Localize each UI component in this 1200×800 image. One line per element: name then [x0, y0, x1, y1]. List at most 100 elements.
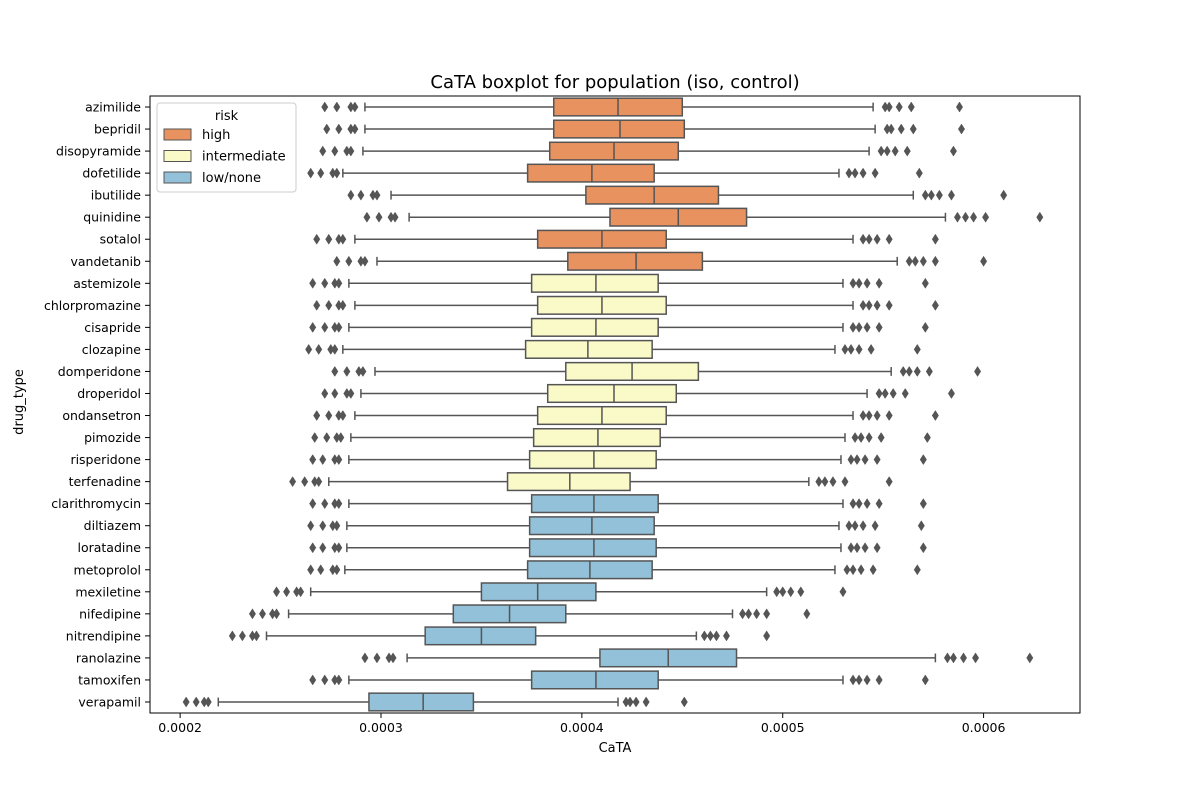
outlier-point: [337, 432, 345, 444]
outlier-point: [361, 255, 369, 267]
legend-label: high: [202, 128, 230, 143]
outlier-point: [949, 145, 957, 157]
outlier-point: [317, 167, 325, 179]
outlier-point: [851, 432, 859, 444]
box-dofetilide: dofetilide: [82, 163, 923, 183]
outlier-point: [307, 520, 315, 532]
outlier-point: [931, 299, 939, 311]
outlier-point: [974, 365, 982, 377]
box-domperidone: domperidone: [58, 361, 982, 382]
outlier-point: [319, 520, 327, 532]
outlier-point: [343, 365, 351, 377]
box-ondansetron: ondansetron: [62, 405, 939, 426]
iqr-box: [368, 692, 475, 712]
outlier-point: [915, 167, 923, 179]
outlier-point: [347, 145, 355, 157]
outlier-point: [335, 321, 343, 333]
y-tick-label: ranolazine: [76, 650, 141, 665]
plot-area: 0.0002 0.0003 0.0004 0.0005 0.0006 azimilide b…: [44, 95, 1081, 735]
outlier-point: [345, 255, 353, 267]
outlier-point: [317, 564, 325, 576]
outlier-point: [875, 277, 883, 289]
outlier-point: [859, 520, 867, 532]
outlier-point: [847, 454, 855, 466]
outlier-point: [309, 498, 317, 510]
outlier-point: [375, 211, 383, 223]
outlier-point: [921, 321, 929, 333]
box-vandetanib: vandetanib: [71, 251, 988, 271]
y-tick-label: clarithromycin: [51, 496, 141, 511]
y-tick-label: quinidine: [83, 210, 141, 225]
y-tick-label: nitrendipine: [66, 628, 142, 643]
outlier-point: [873, 299, 881, 311]
iqr-box: [530, 273, 659, 293]
iqr-box: [530, 317, 659, 337]
box-mexiletine: mexiletine: [75, 582, 847, 602]
outlier-point: [877, 432, 885, 444]
outlier-point: [1026, 652, 1034, 664]
outlier-point: [962, 211, 970, 223]
outlier-point: [333, 167, 341, 179]
y-tick-label: diltiazem: [84, 518, 141, 533]
outlier-point: [309, 454, 317, 466]
outlier-point: [873, 454, 881, 466]
box-droperidol: droperidol: [77, 383, 955, 404]
outlier-point: [325, 233, 333, 245]
y-tick-label: verapamil: [78, 694, 141, 709]
outlier-point: [911, 255, 919, 267]
outlier-point: [680, 696, 688, 708]
box-clozapine: clozapine: [82, 339, 921, 359]
outlier-point: [875, 674, 883, 686]
legend-label: low/none: [202, 171, 261, 186]
outlier-point: [931, 233, 939, 245]
outlier-point: [863, 321, 871, 333]
outlier-point: [949, 652, 957, 664]
outlier-point: [258, 608, 266, 620]
outlier-point: [1036, 211, 1044, 223]
outlier-point: [333, 255, 341, 267]
outlier-point: [357, 189, 365, 201]
x-tick-label: 0.0002: [158, 720, 202, 735]
outlier-point: [797, 586, 805, 598]
outlier-point: [289, 476, 297, 488]
outlier-point: [309, 542, 317, 554]
outlier-point: [955, 101, 963, 113]
outlier-point: [779, 586, 787, 598]
outlier-point: [923, 432, 931, 444]
iqr-box: [532, 427, 661, 448]
iqr-box: [567, 251, 704, 271]
outlier-point: [863, 498, 871, 510]
outlier-point: [1000, 189, 1008, 201]
outlier-point: [841, 343, 849, 355]
y-tick-label: ibutilide: [91, 188, 142, 203]
outlier-point: [642, 696, 650, 708]
outlier-point: [339, 410, 347, 421]
outlier-point: [335, 674, 343, 686]
outlier-point: [722, 630, 730, 642]
iqr-box: [530, 494, 659, 514]
iqr-box: [506, 472, 631, 492]
outlier-point: [855, 343, 863, 355]
outlier-point: [373, 189, 381, 201]
y-tick-label: astemizole: [73, 276, 141, 291]
outlier-point: [297, 586, 305, 598]
outlier-point: [861, 454, 869, 466]
box-risperidone: risperidone: [70, 450, 927, 470]
outlier-point: [333, 101, 341, 113]
box-nitrendipine: nitrendipine: [66, 626, 771, 646]
outlier-point: [323, 123, 331, 135]
legend-swatch: [163, 128, 192, 141]
outlier-point: [921, 277, 929, 289]
outlier-point: [885, 101, 893, 113]
outlier-point: [773, 586, 781, 598]
outlier-point: [873, 233, 881, 245]
outlier-point: [307, 167, 315, 179]
outlier-point: [847, 542, 855, 554]
outlier-point: [319, 145, 327, 157]
y-tick-label: sotalol: [100, 232, 141, 247]
outlier-point: [712, 630, 720, 642]
y-tick-label: chlorpromazine: [44, 298, 141, 313]
outlier-point: [252, 630, 260, 642]
y-tick-label: tamoxifen: [78, 672, 141, 687]
box-ranolazine: ranolazine: [76, 648, 1034, 668]
